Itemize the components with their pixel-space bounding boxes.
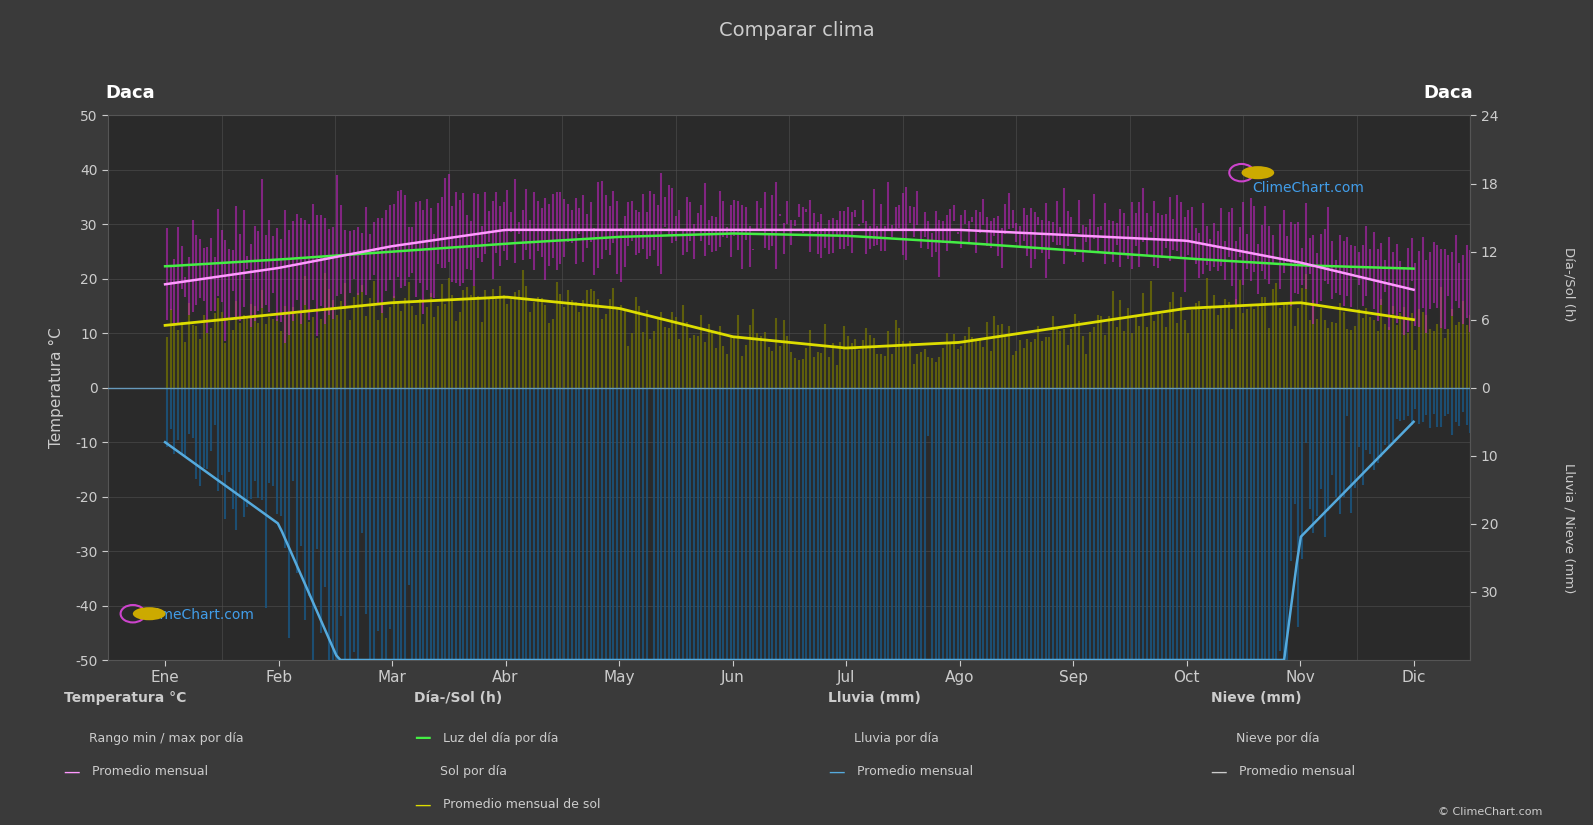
- Text: Sol por día: Sol por día: [440, 765, 507, 778]
- Text: Día-/Sol (h): Día-/Sol (h): [414, 691, 502, 705]
- Text: ClimeChart.com: ClimeChart.com: [142, 608, 255, 622]
- Text: —: —: [828, 762, 844, 780]
- Text: Promedio mensual: Promedio mensual: [857, 765, 973, 778]
- Text: Nieve por día: Nieve por día: [1236, 732, 1319, 745]
- Text: ClimeChart.com: ClimeChart.com: [1252, 181, 1364, 195]
- Circle shape: [132, 607, 166, 620]
- Text: Lluvia / Nieve (mm): Lluvia / Nieve (mm): [1563, 463, 1575, 593]
- Text: —: —: [414, 729, 430, 747]
- Text: Día-/Sol (h): Día-/Sol (h): [1563, 248, 1575, 322]
- Text: —: —: [414, 795, 430, 813]
- Text: Temperatura °C: Temperatura °C: [64, 691, 186, 705]
- Text: Daca: Daca: [1424, 84, 1474, 101]
- Text: Rango min / max por día: Rango min / max por día: [89, 732, 244, 745]
- Text: —: —: [1211, 762, 1227, 780]
- Text: © ClimeChart.com: © ClimeChart.com: [1437, 807, 1542, 817]
- Text: Lluvia (mm): Lluvia (mm): [828, 691, 921, 705]
- Text: Luz del día por día: Luz del día por día: [443, 732, 559, 745]
- Text: Promedio mensual: Promedio mensual: [1239, 765, 1356, 778]
- Text: —: —: [64, 762, 80, 780]
- Text: Daca: Daca: [105, 84, 155, 101]
- Text: Nieve (mm): Nieve (mm): [1211, 691, 1301, 705]
- Text: Promedio mensual de sol: Promedio mensual de sol: [443, 798, 601, 811]
- Text: Comparar clima: Comparar clima: [718, 21, 875, 40]
- Y-axis label: Temperatura °C: Temperatura °C: [49, 328, 64, 448]
- Text: Promedio mensual: Promedio mensual: [92, 765, 209, 778]
- Circle shape: [1241, 166, 1274, 179]
- Text: Lluvia por día: Lluvia por día: [854, 732, 938, 745]
